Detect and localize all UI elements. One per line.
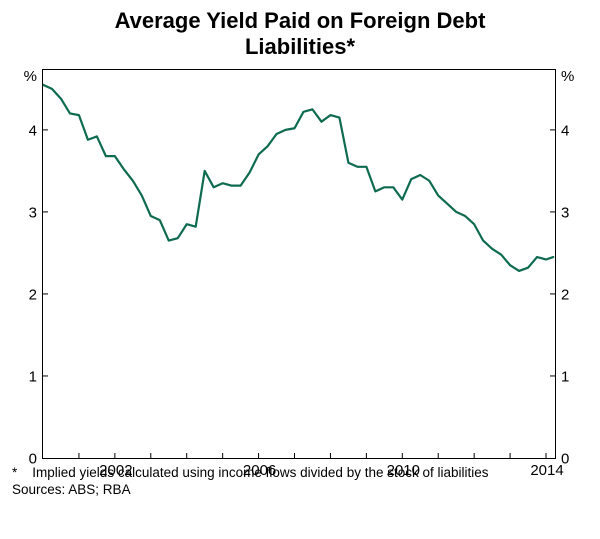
- chart-container: Average Yield Paid on Foreign Debt Liabi…: [0, 0, 600, 539]
- y-tick-left: 4: [29, 122, 43, 139]
- y-unit-right: %: [555, 68, 574, 85]
- footnote-block: * Implied yields calculated using income…: [0, 459, 600, 499]
- plot-area: % % 00112233442002200620102014: [42, 69, 556, 459]
- y-tick-right: 3: [555, 204, 569, 221]
- y-tick-left: 1: [29, 368, 43, 385]
- title-line-2: Liabilities*: [245, 34, 355, 59]
- y-tick-left: 0: [29, 450, 43, 467]
- y-tick-left: 2: [29, 286, 43, 303]
- sources-line: Sources: ABS; RBA: [12, 482, 588, 499]
- sources-text: ABS; RBA: [68, 482, 130, 497]
- y-tick-left: 3: [29, 204, 43, 221]
- chart-title: Average Yield Paid on Foreign Debt Liabi…: [0, 0, 600, 61]
- x-tick-label: 2006: [243, 458, 276, 479]
- y-tick-right: 1: [555, 368, 569, 385]
- title-line-1: Average Yield Paid on Foreign Debt: [115, 8, 486, 33]
- x-tick-label: 2002: [99, 458, 132, 479]
- sources-label: Sources:: [12, 482, 65, 497]
- plot-svg: [43, 70, 555, 458]
- x-tick-label: 2014: [530, 458, 563, 479]
- footnote-marker: *: [12, 465, 17, 480]
- y-tick-right: 2: [555, 286, 569, 303]
- y-unit-left: %: [24, 68, 43, 85]
- x-tick-label: 2010: [387, 458, 420, 479]
- y-tick-right: 4: [555, 122, 569, 139]
